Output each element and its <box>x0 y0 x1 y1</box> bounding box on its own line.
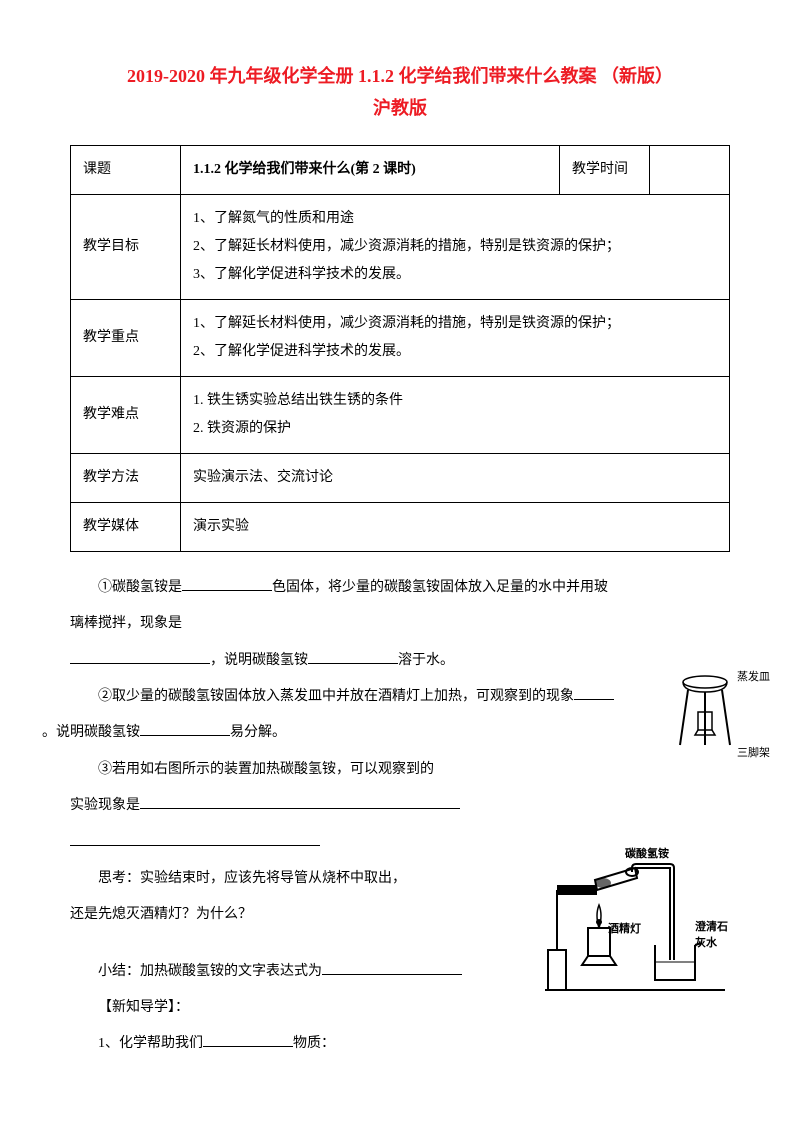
page-title: 2019-2020 年九年级化学全册 1.1.2 化学给我们带来什么教案 （新版… <box>70 60 730 125</box>
blank <box>322 961 462 975</box>
blank <box>182 577 272 591</box>
media-content: 演示实验 <box>181 502 730 551</box>
topic-title: 1.1.2 化学给我们带来什么(第 2 课时) <box>181 145 560 194</box>
figure-tripod: 蒸发皿 三脚架 <box>670 670 740 780</box>
text-frag: 色固体，将少量的碳酸氢铵固体放入足量的水中并用玻 <box>272 580 608 595</box>
label-difficulty: 教学难点 <box>71 376 181 453</box>
fig1-label-1: 蒸发皿 <box>737 668 770 684</box>
para-1: ①碳酸氢铵是 色固体，将少量的碳酸氢铵固体放入足量的水中并用玻 <box>70 570 730 606</box>
label-keypoint: 教学重点 <box>71 299 181 376</box>
para-1b: 璃棒搅拌，现象是 <box>70 606 730 642</box>
table-row: 课题 1.1.2 化学给我们带来什么(第 2 课时) 教学时间 <box>71 145 730 194</box>
blank <box>70 832 320 846</box>
time-label: 教学时间 <box>560 145 650 194</box>
text-frag: ③若用如右图所示的装置加热碳酸氢铵，可以观察到的 <box>98 762 434 777</box>
para-1c: ，说明碳酸氢铵 溶于水。 <box>70 643 730 679</box>
method-content: 实验演示法、交流讨论 <box>181 453 730 502</box>
table-row: 教学目标 1、了解氮气的性质和用途 2、了解延长材料使用，减少资源消耗的措施，特… <box>71 194 730 299</box>
text-frag: 思考：实验结束时，应该先将导管从烧杯中取出， <box>98 871 406 886</box>
table-row: 教学媒体 演示实验 <box>71 502 730 551</box>
text-frag: 易分解。 <box>230 725 286 740</box>
text-frag: 物质： <box>293 1036 335 1051</box>
fig2-label-3: 澄清石灰水 <box>695 918 735 950</box>
text-frag: 小结：加热碳酸氢铵的文字表达式为 <box>98 964 322 979</box>
objective-content: 1、了解氮气的性质和用途 2、了解延长材料使用，减少资源消耗的措施，特别是铁资源… <box>181 194 730 299</box>
difficulty-content: 1. 铁生锈实验总结出铁生锈的条件 2. 铁资源的保护 <box>181 376 730 453</box>
fig2-label-1: 碳酸氢铵 <box>625 845 669 861</box>
blank <box>140 722 230 736</box>
text-frag: 1、化学帮助我们 <box>98 1036 203 1051</box>
text-frag: 实验现象是 <box>70 798 140 813</box>
fig1-label-2: 三脚架 <box>737 744 770 760</box>
table-row: 教学方法 实验演示法、交流讨论 <box>71 453 730 502</box>
lesson-table: 课题 1.1.2 化学给我们带来什么(第 2 课时) 教学时间 教学目标 1、了… <box>70 145 730 552</box>
text-frag: 【新知导学】： <box>98 1000 189 1015</box>
blank <box>308 650 398 664</box>
title-line-2: 沪教版 <box>373 98 427 118</box>
text-frag: 璃棒搅拌，现象是 <box>70 616 182 631</box>
title-line-1: 2019-2020 年九年级化学全册 1.1.2 化学给我们带来什么教案 （新版… <box>127 66 673 86</box>
text-frag: 溶于水。 <box>398 653 454 668</box>
para-6: 1、化学帮助我们 物质： <box>70 1026 730 1062</box>
text-frag: ①碳酸氢铵是 <box>98 580 182 595</box>
label-topic: 课题 <box>71 145 181 194</box>
figure-apparatus: 碳酸氢铵 酒精灯 澄清石灰水 <box>540 850 730 1000</box>
para-2: ②取少量的碳酸氢铵固体放入蒸发皿中并放在酒精灯上加热，可观察到的现象 <box>70 679 730 715</box>
label-media: 教学媒体 <box>71 502 181 551</box>
table-row: 教学难点 1. 铁生锈实验总结出铁生锈的条件 2. 铁资源的保护 <box>71 376 730 453</box>
blank <box>140 795 460 809</box>
para-3: ③若用如右图所示的装置加热碳酸氢铵，可以观察到的 <box>70 752 730 788</box>
label-objective: 教学目标 <box>71 194 181 299</box>
text-frag: ，说明碳酸氢铵 <box>210 653 308 668</box>
keypoint-content: 1、了解延长材料使用，减少资源消耗的措施，特别是铁资源的保护； 2、了解化学促进… <box>181 299 730 376</box>
table-row: 教学重点 1、了解延长材料使用，减少资源消耗的措施，特别是铁资源的保护； 2、了… <box>71 299 730 376</box>
label-method: 教学方法 <box>71 453 181 502</box>
text-frag: 还是先熄灭酒精灯？为什么？ <box>70 907 252 922</box>
fig2-label-2: 酒精灯 <box>608 920 641 936</box>
text-frag: 。说明碳酸氢铵 <box>42 725 140 740</box>
para-3b: 实验现象是 <box>70 788 730 824</box>
para-2b: 。说明碳酸氢铵 易分解。 <box>42 715 730 751</box>
body-section: 蒸发皿 三脚架 碳酸氢铵 酒精灯 澄清石灰水 ①碳酸氢铵是色固体，将少量的 <box>70 570 730 1063</box>
blank <box>203 1033 293 1047</box>
text-frag: ②取少量的碳酸氢铵固体放入蒸发皿中并放在酒精灯上加热，可观察到的现象 <box>98 689 574 704</box>
blank <box>574 686 614 700</box>
blank <box>70 650 210 664</box>
time-value <box>650 145 730 194</box>
